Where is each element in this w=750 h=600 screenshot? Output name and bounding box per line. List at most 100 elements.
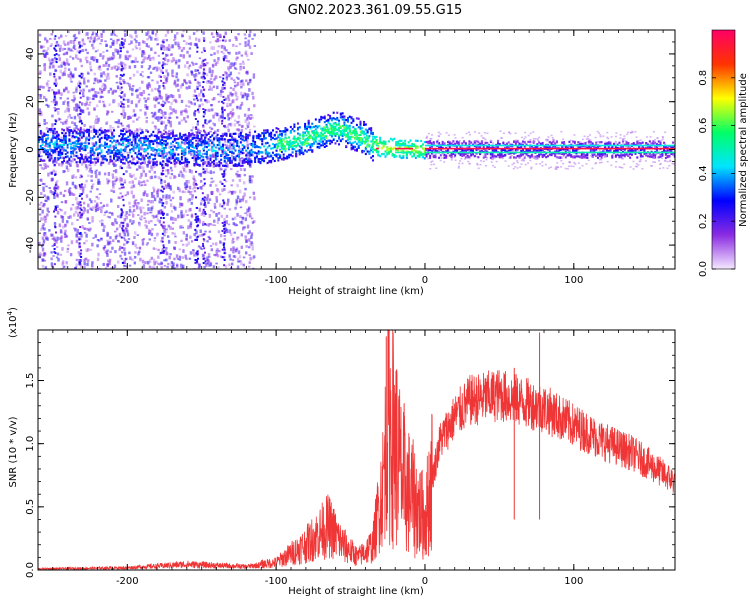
heatmap-cell xyxy=(38,108,42,113)
heatmap-cell xyxy=(161,157,164,160)
heatmap-cell xyxy=(261,151,264,154)
heatmap-cell xyxy=(243,146,246,149)
heatmap-cell xyxy=(270,135,273,138)
heatmap-cell xyxy=(50,140,53,143)
heatmap-cell xyxy=(121,136,124,139)
heatmap-cell xyxy=(161,204,164,207)
heatmap-cell xyxy=(91,216,94,220)
heatmap-cell xyxy=(132,173,135,177)
heatmap-cell xyxy=(102,51,105,54)
heatmap-cell xyxy=(75,135,78,138)
heatmap-cell xyxy=(209,245,213,247)
heatmap-cell xyxy=(107,149,110,152)
heatmap-cell xyxy=(205,167,208,172)
heatmap-cell xyxy=(261,155,264,158)
heatmap-cell xyxy=(160,116,163,119)
heatmap-cell xyxy=(254,160,257,163)
heatmap-cell xyxy=(213,78,216,81)
heatmap-cell xyxy=(223,157,226,160)
heatmap-cell xyxy=(373,148,376,151)
heatmap-cell xyxy=(39,131,42,134)
heatmap-cell xyxy=(97,178,100,183)
heatmap-cell xyxy=(84,56,88,61)
heatmap-cell xyxy=(425,140,428,144)
heatmap-cell xyxy=(204,152,207,155)
heatmap-cell xyxy=(123,112,127,117)
heatmap-cell xyxy=(148,145,151,148)
heatmap-cell xyxy=(199,172,203,177)
heatmap-cell xyxy=(163,46,166,51)
heatmap-cell xyxy=(212,85,216,89)
heatmap-cell xyxy=(202,129,205,132)
heatmap-cell xyxy=(323,127,326,130)
heatmap-cell xyxy=(57,43,61,48)
heatmap-cell xyxy=(111,126,115,129)
heatmap-cell xyxy=(72,46,75,50)
heatmap-cell xyxy=(117,240,121,243)
heatmap-cell xyxy=(88,138,91,142)
heatmap-cell xyxy=(157,149,160,152)
heatmap-cell xyxy=(74,227,77,232)
heatmap-cell xyxy=(348,127,351,130)
heatmap-cell xyxy=(201,242,204,245)
heatmap-cell xyxy=(105,113,109,116)
heatmap-cell xyxy=(148,142,151,145)
heatmap-cell xyxy=(78,242,81,247)
heatmap-cell xyxy=(150,88,154,92)
heatmap-cell xyxy=(124,63,127,67)
heatmap-cell xyxy=(380,146,383,149)
heatmap-cell xyxy=(143,157,146,160)
heatmap-cell xyxy=(427,140,430,143)
heatmap-cell xyxy=(95,77,98,82)
heatmap-cell xyxy=(164,34,168,37)
heatmap-cell xyxy=(341,115,344,118)
heatmap-cell xyxy=(441,140,444,144)
heatmap-cell xyxy=(314,140,317,143)
heatmap-cell xyxy=(327,129,330,132)
heatmap-cell xyxy=(104,129,107,132)
heatmap-cell xyxy=(203,171,207,175)
heatmap-cell xyxy=(67,216,70,219)
heatmap-cell xyxy=(227,223,231,226)
heatmap-cell xyxy=(271,151,274,154)
heatmap-cell xyxy=(223,174,226,177)
heatmap-cell xyxy=(82,77,86,81)
heatmap-cell xyxy=(122,221,125,224)
heatmap-cell xyxy=(195,72,198,77)
heatmap-cell xyxy=(377,153,380,156)
heatmap-cell xyxy=(106,234,109,238)
heatmap-cell xyxy=(220,168,223,171)
heatmap-cell xyxy=(202,141,205,144)
heatmap-cell xyxy=(91,265,94,269)
heatmap-cell xyxy=(214,150,217,153)
heatmap-cell xyxy=(228,51,231,55)
heatmap-cell xyxy=(223,117,226,120)
heatmap-cell xyxy=(56,236,59,241)
heatmap-cell xyxy=(81,162,84,166)
heatmap-cell xyxy=(368,135,371,138)
heatmap-cell xyxy=(153,261,156,266)
heatmap-cell xyxy=(192,181,196,186)
heatmap-cell xyxy=(53,243,56,246)
heatmap-cell xyxy=(416,151,419,154)
heatmap-cell xyxy=(184,165,188,168)
heatmap-cell xyxy=(184,120,188,123)
heatmap-cell xyxy=(341,138,344,141)
heatmap-cell xyxy=(85,101,88,106)
heatmap-cell xyxy=(166,142,169,145)
heatmap-cell xyxy=(152,247,156,250)
heatmap-cell xyxy=(205,80,209,84)
heatmap-cell xyxy=(129,219,132,223)
heatmap-cell xyxy=(129,34,132,38)
heatmap-cell xyxy=(65,235,69,238)
heatmap-cell xyxy=(350,147,353,150)
heatmap-cell xyxy=(117,159,121,162)
heatmap-cell xyxy=(136,145,139,148)
heatmap-cell xyxy=(338,123,341,126)
heatmap-cell xyxy=(194,78,197,81)
heatmap-cell xyxy=(56,252,60,256)
heatmap-cell xyxy=(41,159,44,162)
heatmap-cell xyxy=(191,143,194,147)
heatmap-cell xyxy=(245,149,248,152)
heatmap-cell xyxy=(128,205,132,209)
